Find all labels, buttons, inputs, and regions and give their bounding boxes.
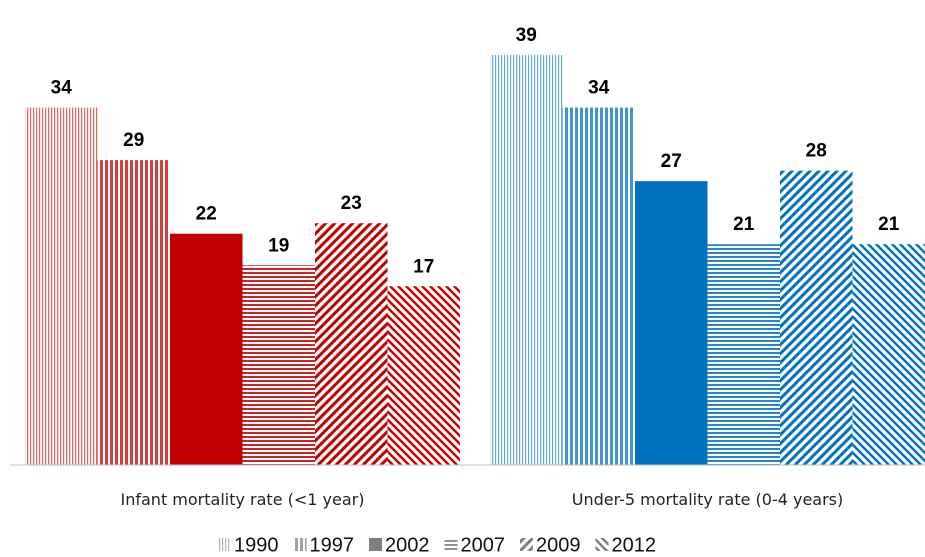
data-label: 28 — [806, 141, 827, 162]
legend-label: 2007 — [461, 534, 506, 556]
legend-label: 2012 — [612, 534, 657, 556]
bar — [25, 107, 98, 466]
bar — [97, 160, 170, 465]
data-label: 21 — [878, 214, 900, 235]
bar — [562, 107, 635, 466]
legend-swatch — [369, 538, 382, 551]
x-tick-label: Infant mortality rate (<1 year) — [121, 490, 365, 509]
data-label: 34 — [51, 78, 73, 99]
data-label: 34 — [588, 78, 610, 99]
legend-swatch — [293, 538, 307, 551]
bar — [707, 244, 780, 465]
legend-label: 2009 — [536, 534, 581, 556]
legend-label: 2002 — [385, 534, 430, 556]
x-tick-label: Under-5 mortality rate (0-4 years) — [572, 490, 844, 509]
data-label: 27 — [661, 151, 682, 172]
bar — [387, 286, 460, 465]
bar — [780, 170, 853, 465]
bar — [170, 233, 243, 465]
data-label: 19 — [268, 235, 289, 256]
data-label: 23 — [341, 193, 362, 214]
legend-label: 1990 — [234, 534, 279, 556]
bar — [242, 265, 315, 465]
data-label: 21 — [733, 214, 755, 235]
legend-swatch — [218, 538, 231, 551]
data-label: 29 — [123, 130, 144, 151]
data-label: 17 — [413, 256, 434, 277]
legend-label: 1997 — [310, 534, 355, 556]
bar — [490, 55, 563, 465]
bar — [852, 244, 925, 465]
legend-swatch — [444, 538, 458, 551]
legend-swatch — [520, 538, 533, 551]
bar — [315, 223, 388, 465]
data-label: 22 — [196, 204, 217, 225]
legend-swatch — [595, 538, 609, 551]
bar — [635, 181, 708, 465]
data-label: 39 — [516, 25, 537, 46]
